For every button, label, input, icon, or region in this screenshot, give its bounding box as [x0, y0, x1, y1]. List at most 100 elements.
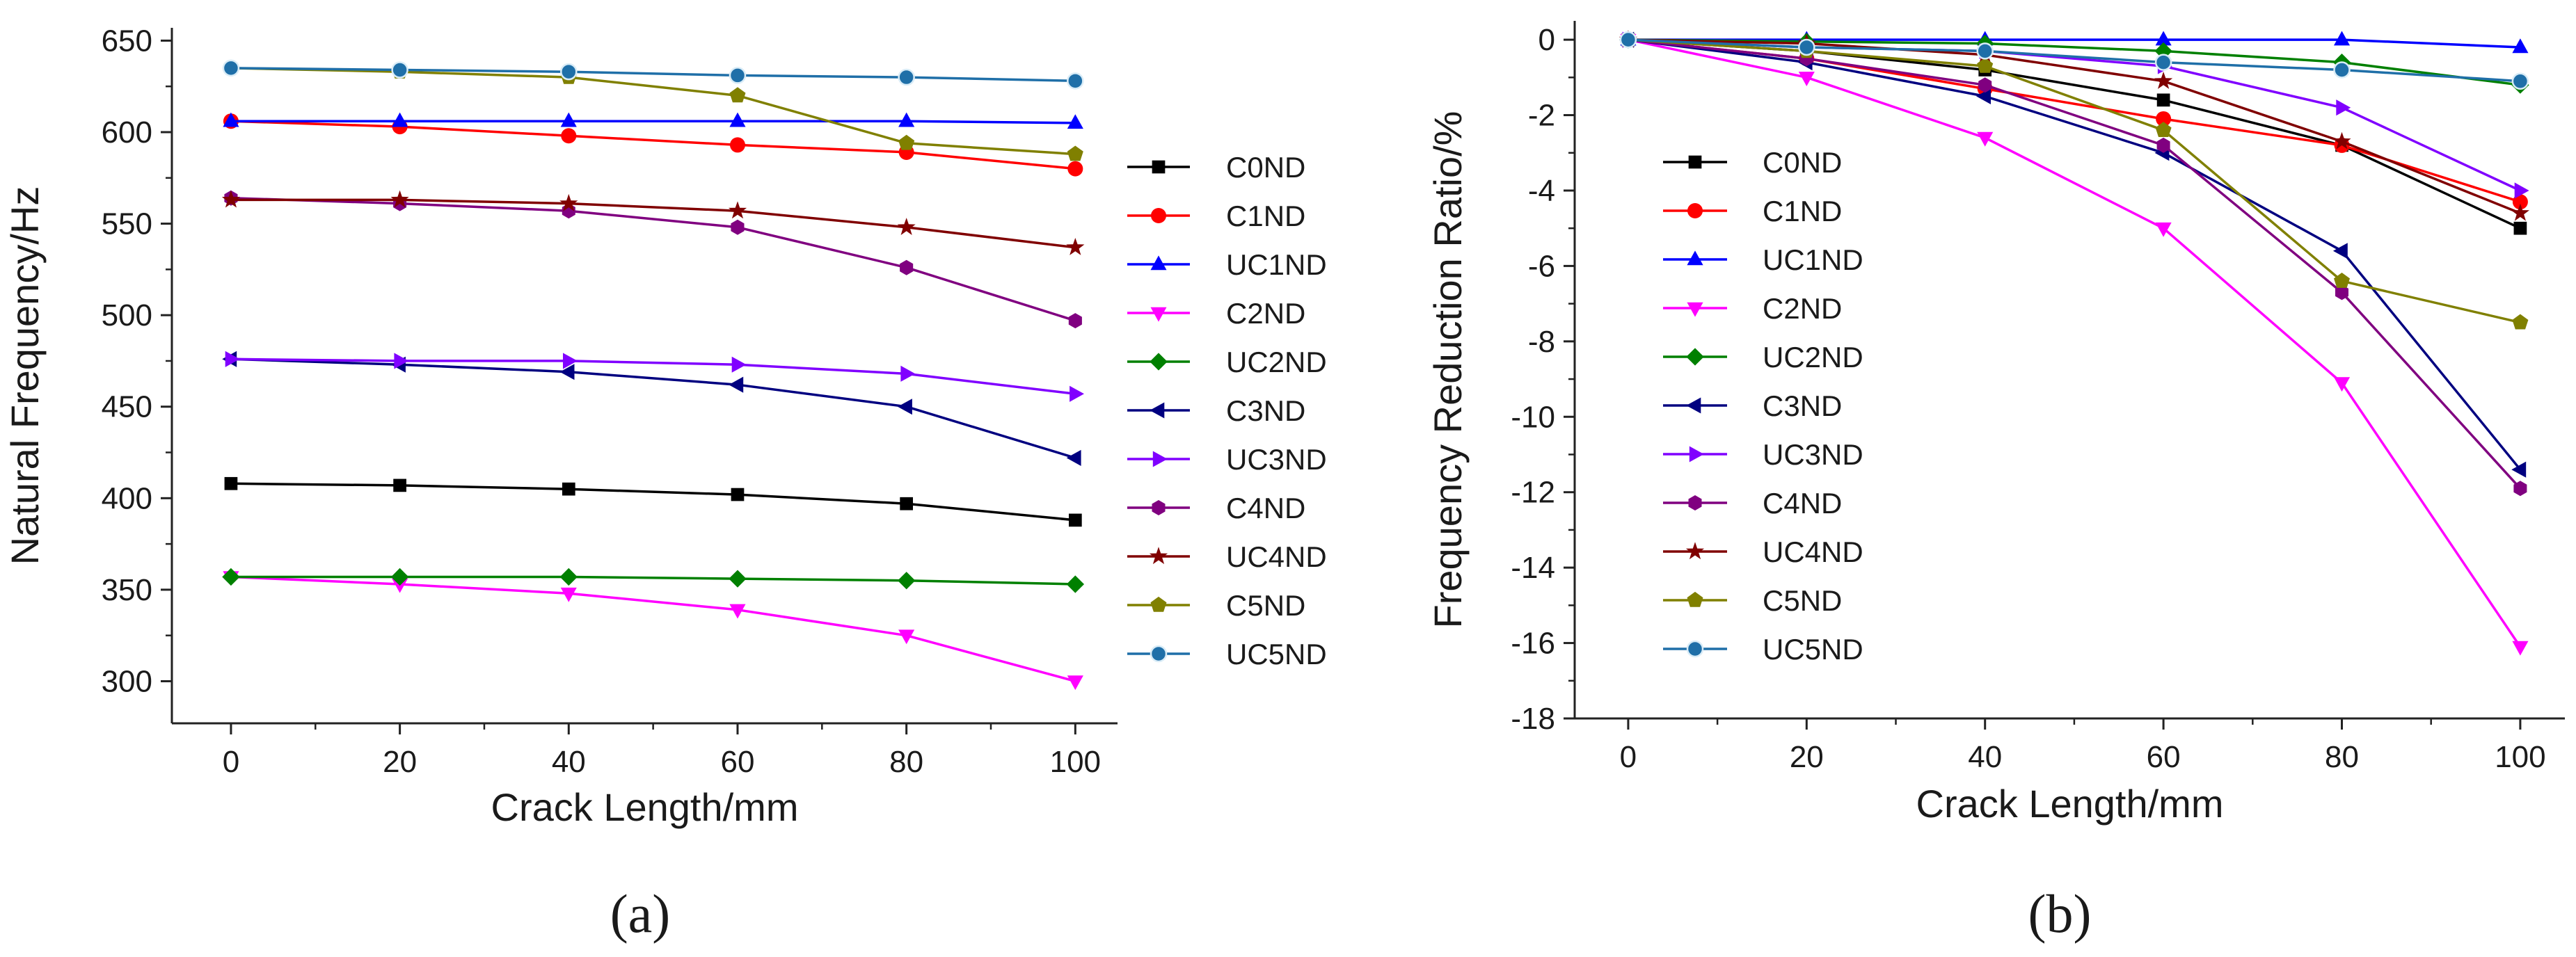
legend-label: C4ND: [1763, 487, 1842, 520]
data-point: [2333, 61, 2351, 79]
legend-item: C0ND: [1663, 146, 1842, 179]
data-point: [1067, 145, 1083, 161]
legend-label: UC5ND: [1226, 638, 1327, 670]
data-point: [1067, 114, 1083, 129]
data-point: [393, 478, 406, 492]
y-tick-label: 550: [102, 207, 152, 241]
series-line: [1628, 38, 2520, 49]
legend-marker: [1687, 250, 1703, 266]
data-point: [2156, 93, 2170, 107]
x-tick-label: 0: [1620, 740, 1637, 774]
data-point: [900, 497, 914, 510]
data-point: [563, 353, 578, 369]
series-line: [1628, 38, 2522, 648]
data-point: [729, 376, 744, 393]
legend-label: UC1ND: [1226, 248, 1327, 281]
series-c5nd: [1620, 31, 2529, 330]
legend-item: C0ND: [1127, 151, 1305, 184]
x-tick-label: 100: [2495, 740, 2545, 774]
y-tick-label: 350: [102, 573, 152, 607]
data-point: [898, 134, 915, 150]
data-point: [1070, 385, 1084, 402]
legend-label: C0ND: [1226, 151, 1305, 184]
legend-label: C1ND: [1226, 200, 1305, 232]
data-point: [2511, 203, 2529, 221]
y-tick-label: 400: [102, 481, 152, 515]
data-point: [559, 568, 578, 586]
data-point: [559, 193, 578, 211]
data-point: [391, 61, 408, 79]
legend-label: UC3ND: [1763, 438, 1863, 471]
legend-marker: [1687, 591, 1703, 607]
data-point: [222, 568, 240, 586]
legend-item: C1ND: [1663, 195, 1842, 227]
series-uc3nd: [225, 351, 1084, 402]
y-tick-label: -14: [1511, 551, 1555, 585]
legend-item: UC1ND: [1663, 243, 1863, 276]
legend-marker: [1686, 397, 1701, 414]
legend-marker: [1150, 596, 1167, 612]
legend-label: C3ND: [1226, 394, 1305, 427]
x-tick-label: 100: [1050, 745, 1101, 779]
data-point: [225, 351, 240, 367]
data-point: [1977, 131, 1994, 147]
legend-label: UC1ND: [1763, 243, 1863, 276]
series-line: [230, 120, 1076, 124]
legend-marker: [1689, 446, 1704, 463]
legend-label: UC4ND: [1226, 540, 1327, 573]
data-point: [2512, 194, 2528, 210]
legend-item: C1ND: [1127, 200, 1305, 232]
legend-label: C3ND: [1763, 389, 1842, 422]
data-point: [2155, 31, 2172, 46]
series-line: [1628, 38, 2522, 490]
y-tick-label: -8: [1528, 325, 1555, 359]
legend-item: C4ND: [1663, 487, 1842, 520]
legend: C0ND C1ND UC1ND C2ND UC2ND C3ND UC3ND C4ND UC4ND…: [1663, 146, 1863, 666]
series-c2nd: [1620, 33, 2529, 656]
data-point: [1798, 38, 1815, 56]
legend-label: UC5ND: [1763, 633, 1863, 666]
data-point: [1977, 58, 1994, 73]
series-c4nd: [1621, 32, 2527, 497]
x-tick-label: 40: [552, 745, 586, 779]
data-point: [2334, 31, 2351, 46]
legend-marker: [1150, 645, 1168, 663]
data-point: [2512, 314, 2529, 330]
data-point: [900, 365, 916, 382]
legend-item: C5ND: [1663, 584, 1842, 617]
x-tick-label: 60: [2147, 740, 2181, 774]
y-tick-label: -4: [1528, 174, 1555, 208]
data-point: [2336, 99, 2351, 116]
legend-item: UC4ND: [1663, 536, 1863, 568]
data-point: [2332, 243, 2348, 259]
legend-label: C5ND: [1226, 589, 1305, 622]
y-tick-label: -10: [1511, 400, 1555, 434]
legend-item: C4ND: [1127, 492, 1305, 524]
y-tick-label: 450: [102, 390, 152, 424]
data-point: [1066, 238, 1085, 255]
series-uc5nd: [222, 59, 1084, 90]
series-c5nd: [223, 59, 1083, 161]
y-tick-label: -2: [1528, 99, 1555, 133]
legend-marker: [1150, 307, 1167, 322]
x-tick-label: 20: [383, 745, 417, 779]
data-point: [222, 59, 240, 77]
panel-label: (b): [2028, 883, 2092, 944]
series-line: [230, 357, 1076, 460]
chart-panel-a: 0 20 40 60 80 100 300 350 400 450 500 550 600 650 Crac…: [3, 24, 1327, 944]
data-point: [392, 578, 408, 593]
data-point: [2154, 54, 2172, 71]
data-point: [729, 67, 747, 84]
x-tick-label: 80: [2325, 740, 2359, 774]
legend-label: UC2ND: [1226, 346, 1327, 378]
data-point: [2513, 221, 2527, 235]
series-line: [230, 196, 1076, 322]
legend-label: C1ND: [1763, 195, 1842, 227]
data-point: [559, 364, 575, 380]
y-axis-label: Natural Frequency/Hz: [3, 186, 47, 565]
series-uc1nd: [223, 112, 1083, 129]
data-point: [2154, 72, 2173, 89]
legend-marker: [1687, 302, 1703, 317]
data-point: [897, 218, 916, 235]
data-point: [898, 68, 915, 86]
